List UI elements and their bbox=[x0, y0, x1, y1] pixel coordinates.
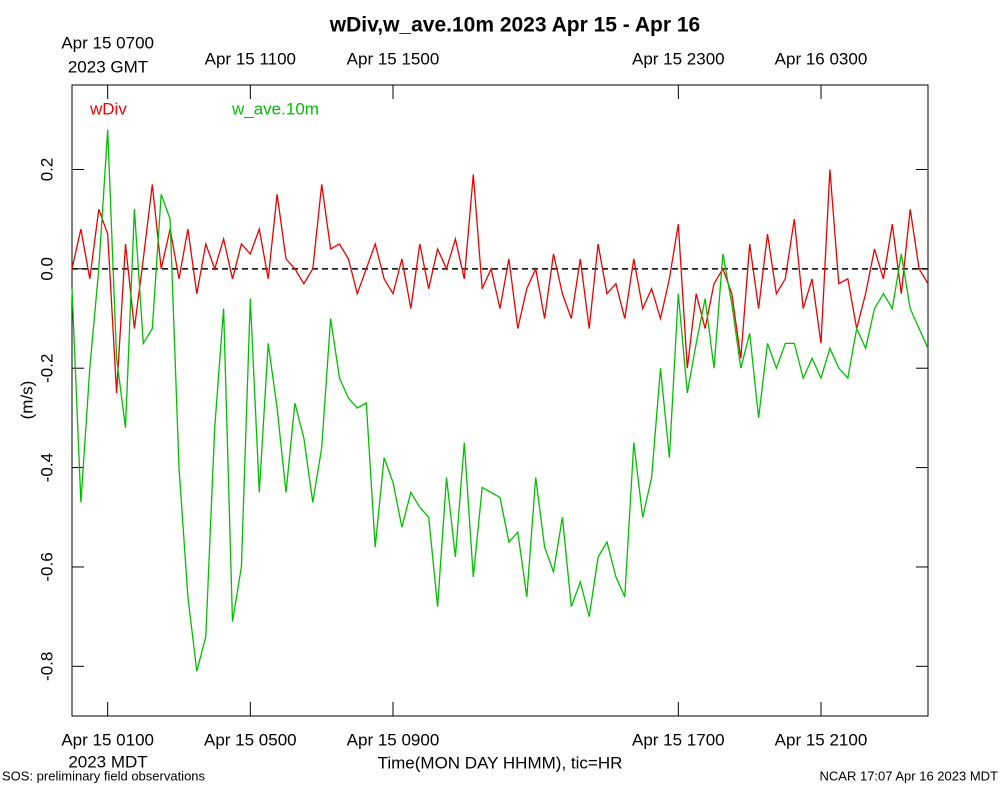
x2-tick-label: Apr 15 2300 bbox=[632, 49, 725, 68]
x-axis-label: Time(MON DAY HHMM), tic=HR bbox=[378, 753, 623, 772]
x-tick-label: Apr 15 1700 bbox=[632, 730, 725, 749]
x2-tick-label: Apr 15 1500 bbox=[347, 49, 440, 68]
x-timezone: 2023 MDT bbox=[68, 752, 147, 771]
legend-label: wDiv bbox=[89, 99, 127, 118]
series-line bbox=[71, 169, 929, 394]
x2-tick-label: Apr 15 1100 bbox=[205, 49, 296, 68]
footer-right: NCAR 17:07 Apr 16 2023 MDT bbox=[820, 768, 999, 783]
series-line bbox=[71, 129, 929, 672]
x-tick-label: Apr 15 0100 bbox=[61, 730, 154, 749]
x2-timezone: 2023 GMT bbox=[68, 57, 148, 76]
plot-frame bbox=[71, 84, 929, 717]
y-tick-label: -0.4 bbox=[37, 453, 56, 482]
x-tick-label: Apr 15 0500 bbox=[204, 730, 297, 749]
footer-left: SOS: preliminary field observations bbox=[2, 768, 206, 783]
x2-tick-label: Apr 16 0300 bbox=[775, 49, 868, 68]
y-tick-label: -0.6 bbox=[37, 552, 56, 581]
y-tick-label: -0.8 bbox=[37, 652, 56, 681]
y-tick-label: -0.2 bbox=[37, 354, 56, 383]
x-tick-label: Apr 15 2100 bbox=[775, 730, 868, 749]
x2-tick-label: Apr 15 0700 bbox=[61, 33, 154, 52]
y-tick-label: 0.2 bbox=[37, 158, 56, 182]
chart-title: wDiv,w_ave.10m 2023 Apr 15 - Apr 16 bbox=[329, 14, 700, 37]
y-axis-label: (m/s) bbox=[17, 381, 36, 420]
x-tick-label: Apr 15 0900 bbox=[347, 730, 440, 749]
y-tick-label: 0.0 bbox=[37, 257, 56, 281]
legend-label: w_ave.10m bbox=[231, 99, 319, 118]
